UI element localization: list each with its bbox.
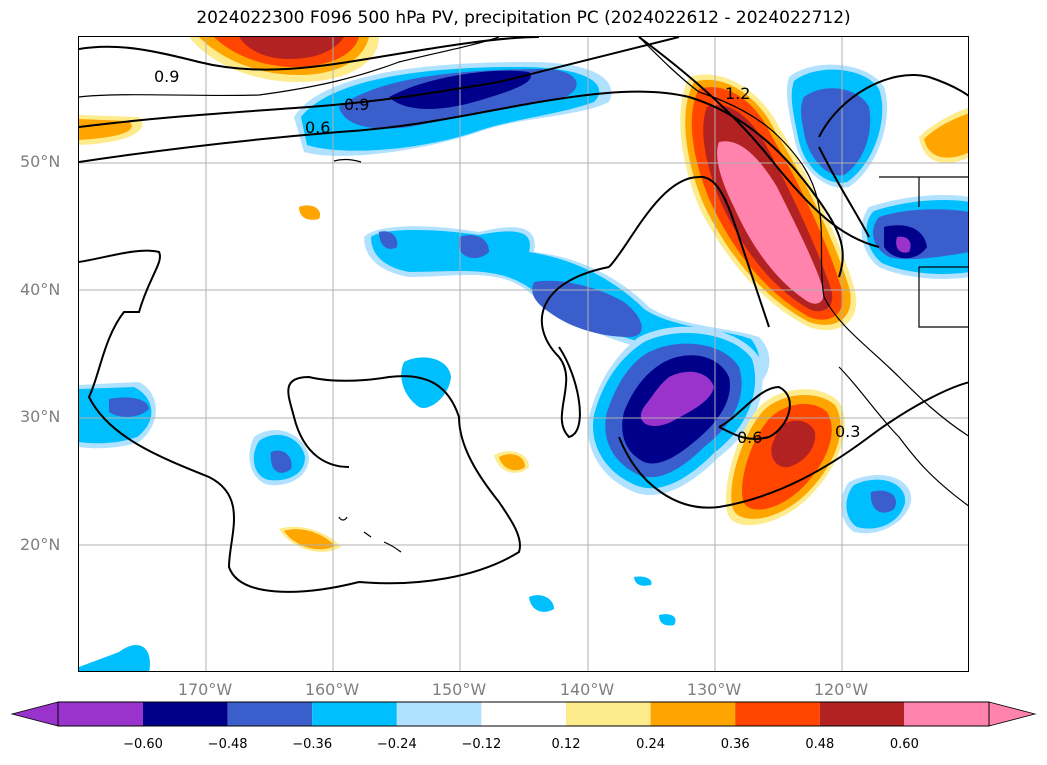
map-canvas: 0.9 0.9 0.6 1.2 0.6 0.3 [79,37,968,671]
colorbar-tick-label: −0.12 [461,737,502,752]
colorbar-segments [58,702,989,726]
lon-label: 120°W [813,680,869,699]
lat-label: 20°N [20,535,61,554]
colorbar-tick-label: 0.12 [551,737,581,752]
lon-label: 130°W [686,680,742,699]
lon-label: 150°W [431,680,487,699]
lat-label: 30°N [20,407,61,426]
contour-label: 0.6 [305,118,330,137]
colorbar-tick-label: −0.48 [207,737,248,752]
lon-label: 170°W [177,680,233,699]
precip-fill-layer [79,37,968,671]
lat-label: 50°N [20,152,61,171]
colorbar-segment [904,702,989,726]
colorbar-segment [566,702,651,726]
colorbar-tick-label: 0.36 [720,737,750,752]
colorbar-tick-label: −0.60 [123,737,163,752]
colorbar [10,701,1037,727]
colorbar-segment [735,702,820,726]
colorbar-segment [481,702,566,726]
contour-label: 0.6 [737,428,762,447]
colorbar-tick-label: −0.36 [292,737,333,752]
colorbar-tick-label: 0.48 [805,737,835,752]
colorbar-segment [58,702,143,726]
colorbar-segment [650,702,736,726]
pv-contours [79,37,968,593]
colorbar-segment [312,702,397,726]
colorbar-right-extension [988,701,1037,727]
coastlines [79,37,968,553]
colorbar-tick-label: 0.24 [636,737,666,752]
map-title: 2024022300 F096 500 hPa PV, precipitatio… [196,8,851,28]
map-panel: 0.9 0.9 0.6 1.2 0.6 0.3 [78,36,969,672]
colorbar-segment [227,702,313,726]
colorbar-segment [143,702,228,726]
lat-label: 40°N [20,280,61,299]
contour-label: 0.9 [344,95,369,114]
lon-label: 160°W [304,680,360,699]
contour-label: 0.3 [835,422,860,441]
contour-label: 1.2 [725,84,750,103]
contour-label: 0.9 [154,67,179,86]
colorbar-segment [819,702,905,726]
colorbar-frame [57,701,990,727]
lon-label: 140°W [559,680,615,699]
colorbar-left-extension [10,701,59,727]
colorbar-tick-label: 0.60 [889,737,919,752]
colorbar-tick-label: −0.24 [376,737,417,752]
gridlines [79,37,968,671]
contour-label-group: 0.9 0.9 0.6 1.2 0.6 0.3 [154,67,860,447]
colorbar-segment [396,702,482,726]
